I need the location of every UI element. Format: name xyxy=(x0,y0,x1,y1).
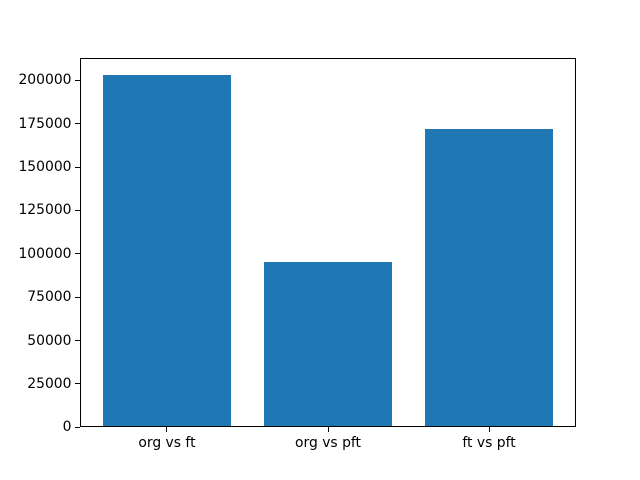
x-tick-mark xyxy=(327,427,329,433)
y-tick-label: 25000 xyxy=(27,375,72,392)
y-tick-label: 175000 xyxy=(18,115,72,132)
y-tick-label: 125000 xyxy=(18,202,72,219)
y-tick-label: 50000 xyxy=(27,332,72,349)
plot-area xyxy=(80,57,576,428)
x-tick-label: org vs ft xyxy=(138,434,196,451)
x-tick-mark xyxy=(488,427,490,433)
y-tick-label: 150000 xyxy=(18,159,72,176)
x-tick-label: org vs pft xyxy=(295,434,361,451)
bar-org-vs-pft xyxy=(263,262,393,427)
y-tick-label: 100000 xyxy=(18,245,72,262)
y-tick-mark xyxy=(75,79,80,81)
y-tick-label: 75000 xyxy=(27,289,72,306)
y-tick-mark xyxy=(75,166,80,168)
y-tick-mark xyxy=(75,426,80,428)
y-tick-mark xyxy=(75,209,80,211)
y-tick-mark xyxy=(75,340,80,341)
x-tick-mark xyxy=(166,427,168,433)
y-tick-mark xyxy=(75,123,80,125)
y-tick-label: 0 xyxy=(62,419,72,436)
bar-ft-vs-pft xyxy=(424,128,554,427)
y-tick-mark xyxy=(75,253,80,255)
y-tick-label: 200000 xyxy=(18,72,72,89)
x-tick-label: ft vs pft xyxy=(462,434,516,451)
y-tick-mark xyxy=(75,383,80,385)
y-tick-mark xyxy=(75,296,80,298)
bar-org-vs-ft xyxy=(102,75,232,427)
